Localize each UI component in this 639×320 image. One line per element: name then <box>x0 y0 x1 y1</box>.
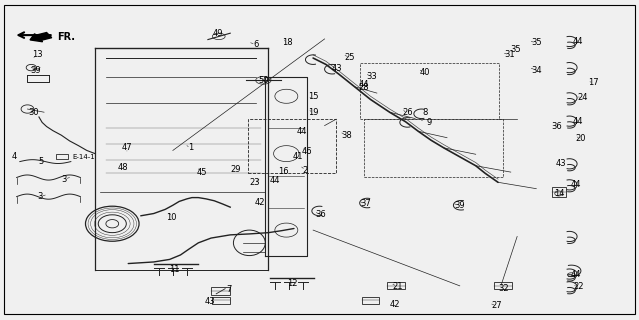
Text: 31: 31 <box>504 50 515 59</box>
Text: 42: 42 <box>390 300 400 308</box>
Bar <box>211 287 230 295</box>
Text: 34: 34 <box>531 66 542 75</box>
Text: FR.: FR. <box>57 32 75 42</box>
Text: 18: 18 <box>282 38 293 47</box>
Text: 5: 5 <box>38 157 43 166</box>
Text: 29: 29 <box>230 165 241 174</box>
Text: 47: 47 <box>121 143 132 152</box>
Text: 2: 2 <box>303 166 308 175</box>
Text: 25: 25 <box>345 53 355 62</box>
Text: 16: 16 <box>279 167 289 176</box>
Text: 37: 37 <box>360 199 371 208</box>
Text: 19: 19 <box>308 108 318 117</box>
Text: 3: 3 <box>62 175 67 184</box>
Text: 49: 49 <box>212 29 223 38</box>
Text: E-14-1: E-14-1 <box>72 154 95 160</box>
Text: 46: 46 <box>302 147 312 156</box>
Text: 32: 32 <box>498 284 509 292</box>
Text: 12: 12 <box>288 279 298 288</box>
Text: 21: 21 <box>392 282 403 291</box>
Text: 26: 26 <box>402 108 413 117</box>
Text: 44: 44 <box>573 37 583 46</box>
Bar <box>212 297 229 304</box>
Text: 13: 13 <box>32 50 42 59</box>
Text: 43: 43 <box>332 64 343 73</box>
Text: 41: 41 <box>293 152 303 161</box>
Text: 35: 35 <box>531 38 542 47</box>
Text: 44: 44 <box>571 180 581 189</box>
Text: 4: 4 <box>12 152 17 161</box>
Text: 9: 9 <box>427 118 432 127</box>
Text: 39: 39 <box>454 201 465 210</box>
Text: 44: 44 <box>573 116 583 126</box>
Text: 40: 40 <box>419 68 430 77</box>
Bar <box>364 119 503 177</box>
Text: 43: 43 <box>555 159 566 168</box>
Text: 28: 28 <box>359 83 369 92</box>
FancyArrow shape <box>30 33 52 42</box>
Text: 3: 3 <box>38 192 43 201</box>
Text: 10: 10 <box>166 213 177 222</box>
Text: 14: 14 <box>554 189 564 198</box>
Text: 38: 38 <box>341 131 351 140</box>
Text: 1: 1 <box>188 143 194 152</box>
Text: 15: 15 <box>308 92 318 101</box>
Text: 45: 45 <box>197 168 208 177</box>
Bar <box>494 282 512 289</box>
Text: 44: 44 <box>296 127 307 136</box>
Text: 23: 23 <box>249 178 260 187</box>
Text: 50: 50 <box>258 76 268 85</box>
Text: 11: 11 <box>169 265 180 275</box>
Text: 8: 8 <box>422 108 427 117</box>
Text: 22: 22 <box>573 282 583 291</box>
Text: 7: 7 <box>226 285 232 294</box>
Text: 17: 17 <box>589 78 599 87</box>
Text: 36: 36 <box>551 122 562 131</box>
Bar <box>248 119 336 173</box>
Text: 35: 35 <box>511 44 521 54</box>
Text: 43: 43 <box>204 297 215 306</box>
Text: 30: 30 <box>29 108 39 117</box>
Text: 36: 36 <box>316 210 326 219</box>
Text: 39: 39 <box>31 66 41 75</box>
Text: 44: 44 <box>571 269 581 279</box>
Bar <box>362 297 380 304</box>
Text: 20: 20 <box>576 134 586 143</box>
Text: 42: 42 <box>254 197 265 206</box>
Text: 27: 27 <box>491 301 502 310</box>
Bar <box>387 282 405 289</box>
Bar <box>56 154 68 159</box>
Bar <box>551 187 566 197</box>
Bar <box>360 63 498 119</box>
Text: 48: 48 <box>118 164 128 172</box>
Text: 44: 44 <box>270 176 280 185</box>
Text: 24: 24 <box>577 93 587 102</box>
Text: 44: 44 <box>359 80 369 89</box>
Text: 6: 6 <box>253 40 258 49</box>
Text: 33: 33 <box>366 72 377 81</box>
